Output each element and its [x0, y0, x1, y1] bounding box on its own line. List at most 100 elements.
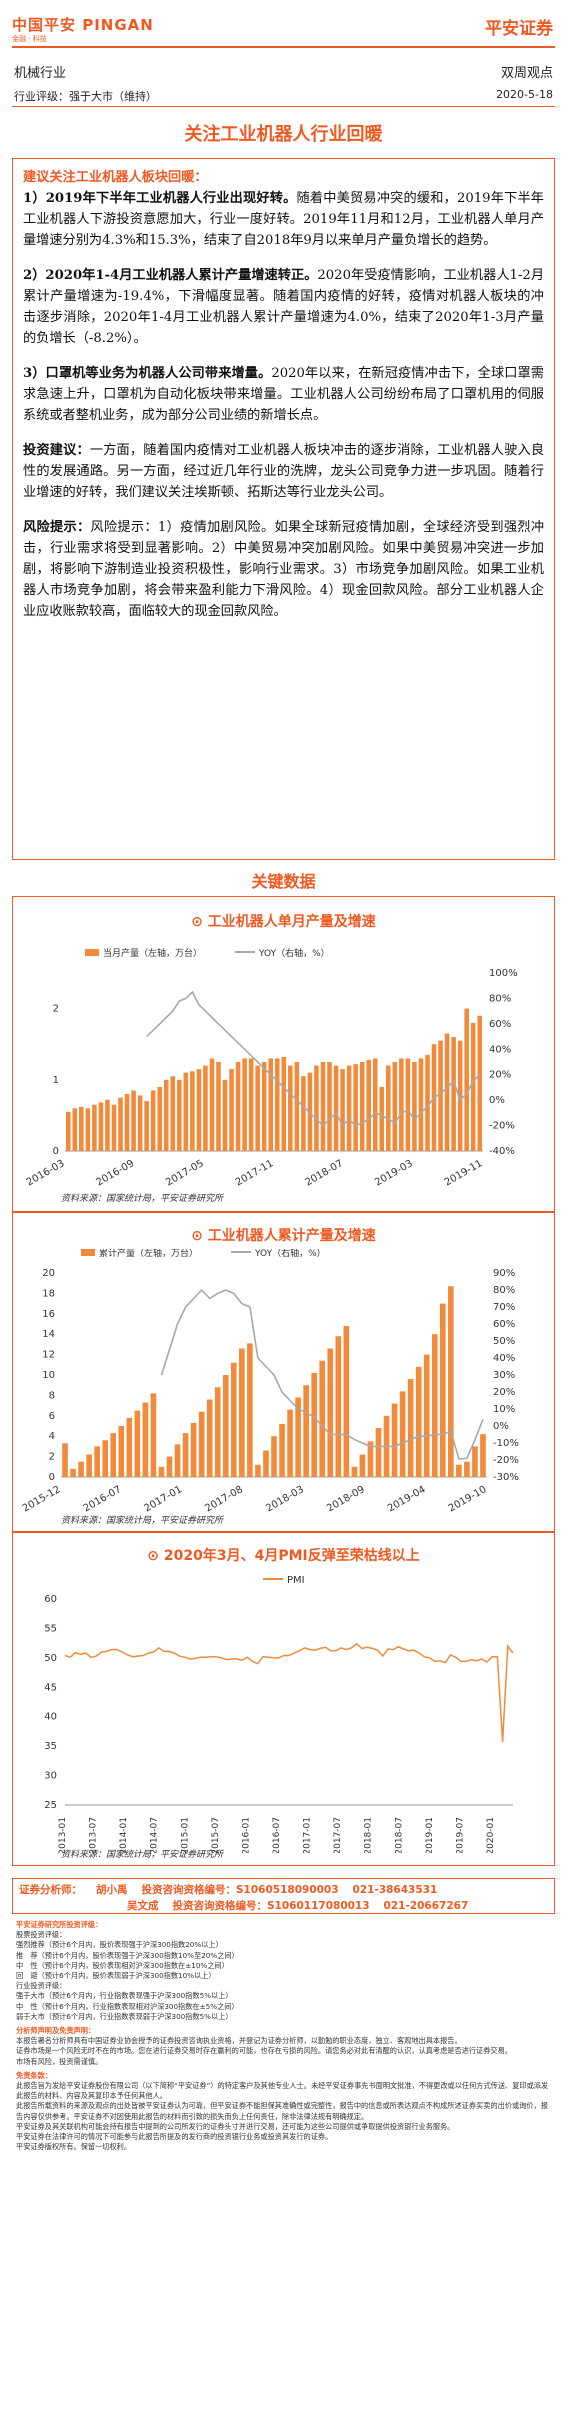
bar-mark [190, 1071, 195, 1151]
y-left-tick: 1 [53, 1075, 59, 1086]
bar-mark [319, 1360, 326, 1477]
y-left-tick: 18 [42, 1288, 55, 1299]
y-left-tick: 2 [53, 1004, 59, 1015]
x-tick-label: 2015-12 [21, 1484, 63, 1514]
bar-mark [255, 1464, 261, 1477]
bar-mark [177, 1079, 182, 1151]
disclaimer-line: 证券市场是一个风险无时不在的市场。您在进行证券交易时存在赢利的可能，也存在亏损的… [16, 2046, 512, 2056]
bar-mark [158, 1466, 165, 1477]
bar-mark [311, 1372, 318, 1477]
y-right-tick: -10% [493, 1438, 519, 1449]
bar-mark [320, 1062, 326, 1151]
chart1-title: ⊙ 工业机器人单月产量及增速 [191, 914, 376, 930]
y-right-tick: 100% [489, 968, 518, 979]
bar-mark [206, 1399, 213, 1477]
declaration-heading: 分析师声明及免责声明： [16, 2026, 96, 2036]
summary-lead: 建议关注工业机器人板块回暖： [23, 170, 208, 185]
disclaimer-line: 强于大市（预计6个月内，行业指数表现强于沪深300指数5%以上） [16, 1991, 233, 2001]
x-tick-label: 2019-03 [373, 1158, 415, 1188]
bar-mark [230, 1362, 237, 1477]
chart-cumulative-output: ⊙ 工业机器人累计产量及增速 累计产量（左轴，万台） YOY（右轴，%） 0 2 4 6 8… [12, 1212, 555, 1532]
bar-mark [274, 1058, 280, 1151]
bar-mark [379, 1086, 385, 1151]
bar-mark [65, 1111, 71, 1151]
y-tick: 60 [44, 1594, 57, 1605]
bar-mark [150, 1393, 157, 1477]
bar-mark [229, 1069, 234, 1151]
y-right-tick: 60% [489, 1019, 511, 1030]
analyst1-name: 胡小禹 [96, 1884, 128, 1896]
bar-mark [163, 1079, 169, 1151]
y-right-tick: 50% [493, 1336, 515, 1347]
chart2-svg: 累计产量（左轴，万台） YOY（右轴，%） 0 2 4 6 8 10 12 14 16 18 20 -30… [21, 1249, 519, 1514]
bar-mark [327, 1062, 332, 1151]
brand-name: 平安证券 [485, 19, 553, 39]
legend-line-label: YOY（右轴，%） [258, 947, 330, 959]
bar-mark [85, 1108, 91, 1151]
bar-mark [174, 1444, 181, 1477]
bar-mark [301, 1076, 306, 1151]
chart3-svg: PMI 25 30 35 40 45 50 55 60 2013-01 2013-07 2014-01… [44, 1575, 514, 1853]
bar-mark [451, 1037, 456, 1151]
investment-advice-heading: 投资建议： [23, 443, 90, 458]
bar-mark [412, 1062, 417, 1151]
bar-mark [415, 1366, 422, 1477]
bar-mark [470, 1022, 476, 1151]
bar-mark [124, 1094, 130, 1151]
bar-mark [425, 1054, 430, 1151]
y-right-tick: 0% [489, 1095, 505, 1106]
y-left-tick: 12 [42, 1350, 55, 1361]
x-tick-label: 2017-08 [203, 1484, 245, 1514]
bar-mark [98, 1102, 104, 1151]
bar-mark [70, 1468, 76, 1477]
bar-mark [294, 1062, 300, 1151]
x-tick-label: 2015-01 [180, 1817, 190, 1853]
bar-mark [405, 1058, 411, 1151]
y-tick: 25 [44, 1800, 57, 1811]
disclaimer-line: 平安证券版权所有。保留一切权利。 [16, 2142, 132, 2152]
bar-mark [118, 1097, 123, 1151]
bar-mark [137, 1095, 143, 1151]
y-right-tick: 20% [489, 1070, 511, 1081]
bar-mark [303, 1385, 309, 1477]
y-right-tick: -30% [493, 1472, 519, 1483]
bar-mark [242, 1058, 247, 1151]
bar-mark [477, 1015, 483, 1151]
disclaimer-line: 行业投资评级： [16, 1981, 67, 1991]
bar-mark [407, 1379, 414, 1477]
x-tick-label: 2018-07 [394, 1817, 404, 1853]
bar-mark [94, 1446, 100, 1477]
point2-body: 2020年受疫情影响，工业机器人1-2月累计产量增速为-19.4%，下滑幅度显著… [23, 268, 545, 346]
bar-mark [78, 1461, 84, 1477]
x-tick-label: 2016-01 [241, 1817, 251, 1853]
bar-mark [314, 1065, 319, 1151]
summary-box: 建议关注工业机器人板块回暖： 1）2019年下半年工业机器人行业出现好转。随着中… [12, 158, 555, 860]
chart-pmi: ⊙ 2020年3月、4月PMI反弹至荣枯线以上 PMI 25 30 35 40 45 50 5… [12, 1532, 555, 1866]
report-title: 关注工业机器人行业回暖 [184, 124, 383, 145]
bar-mark [472, 1446, 478, 1477]
yoy-line [146, 990, 481, 1127]
bar-mark [464, 1008, 469, 1151]
bar-mark [392, 1062, 398, 1151]
disclaimer-line: 市场有风险，投资需谨慎。 [16, 2056, 103, 2066]
bar-mark [214, 1387, 221, 1477]
bar-mark [196, 1069, 202, 1151]
y-left-tick: 14 [42, 1329, 55, 1340]
y-right-tick: 10% [493, 1404, 515, 1415]
analyst-row-1: 证券分析师： 胡小禹 投资咨询资格编号：S1060518090003 021-3864… [19, 1882, 451, 1897]
disclaimer-heading: 免责条款： [16, 2070, 52, 2080]
y-tick: 40 [44, 1712, 57, 1723]
bar-mark [198, 1411, 205, 1477]
y-tick: 35 [44, 1741, 57, 1752]
bar-mark [343, 1326, 350, 1477]
investment-advice-body: 一方面，随着国内疫情对工业机器人板块冲击的逐步消除，工业机器人驶入良性的发展通路… [23, 443, 545, 500]
bar-mark [222, 1079, 228, 1151]
bar-mark [372, 1058, 378, 1151]
bar-mark [222, 1375, 229, 1477]
bar-mark [359, 1454, 366, 1477]
bar-mark [86, 1454, 92, 1477]
bar-mark [126, 1417, 133, 1477]
bar-mark [79, 1106, 84, 1151]
point3-body: 2020年以来，在新冠疫情冲击下，全球口罩需求急速上升，口罩机为自动化板块带来增… [23, 366, 544, 423]
legend-bar-swatch [81, 1249, 95, 1256]
